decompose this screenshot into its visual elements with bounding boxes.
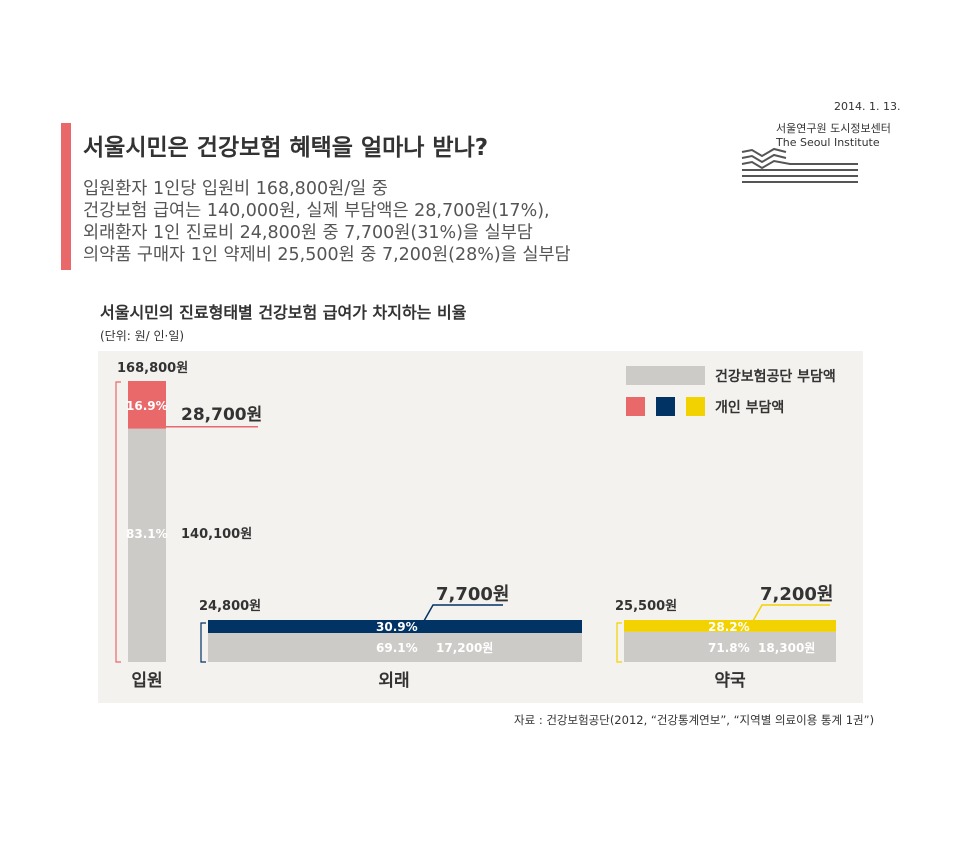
value-label-inpatient-insurance: 140,100원 <box>181 527 252 542</box>
date-label: 2014. 1. 13. <box>834 100 901 113</box>
category-label-outpatient: 외래 <box>378 671 409 691</box>
value-label-pharmacy-personal: 7,200원 <box>760 584 834 605</box>
summary-line: 건강보험 급여는 140,000원, 실제 부담액은 28,700원(17%), <box>83 201 550 221</box>
bracket-outpatient <box>200 622 206 663</box>
source-note: 자료 : 건강보험공단(2012, “건강통계연보”, “지역별 의료이용 통계… <box>514 713 875 727</box>
pct-label-pharmacy-insurance: 71.8% <box>708 641 750 655</box>
total-label-inpatient: 168,800원 <box>117 361 188 376</box>
value-label-inpatient-personal: 28,700원 <box>181 405 262 425</box>
bar-outpatient-personal <box>208 620 582 634</box>
legend-personal-swatch <box>626 397 645 416</box>
page-title: 서울시민은 건강보험 혜택을 얼마나 받나? <box>83 135 489 161</box>
summary-line: 입원환자 1인당 입원비 168,800원/일 중 <box>83 179 388 199</box>
legend-insurance-label: 건강보험공단 부담액 <box>715 368 836 385</box>
summary-text: 입원환자 1인당 입원비 168,800원/일 중 건강보험 급여는 140,0… <box>83 178 571 266</box>
pct-label-inpatient-personal: 16.9% <box>126 399 168 413</box>
seoul-institute-logo <box>741 147 858 183</box>
value-label-outpatient-personal: 7,700원 <box>436 584 510 605</box>
category-label-pharmacy: 약국 <box>714 670 746 691</box>
bar-inpatient-insurance <box>128 428 166 662</box>
pct-label-pharmacy-personal: 28.2% <box>708 620 750 634</box>
callout-line-outpatient <box>419 604 503 629</box>
bar-outpatient-insurance <box>208 633 582 662</box>
value-label-outpatient-insurance: 17,200원 <box>436 641 493 655</box>
pct-label-outpatient-personal: 30.9% <box>376 620 418 634</box>
summary-line: 외래환자 1인 진료비 24,800원 중 7,700원(31%)을 실부담 <box>83 223 533 243</box>
bar-inpatient-personal <box>128 381 166 429</box>
chart-title: 서울시민의 진료형태별 건강보험 급여가 차지하는 비율 <box>100 303 467 322</box>
total-label-outpatient: 24,800원 <box>199 599 261 614</box>
pct-label-inpatient-insurance: 83.1% <box>126 527 168 541</box>
legend-personal-label: 개인 부담액 <box>715 399 784 416</box>
bar-pharmacy-personal <box>624 620 836 632</box>
callout-line-pharmacy <box>748 604 830 629</box>
pct-label-outpatient-insurance: 69.1% <box>376 641 418 655</box>
unit-label: (단위: 원/ 인·일) <box>100 329 185 343</box>
legend-personal-swatch <box>686 397 705 416</box>
value-label-pharmacy-insurance: 18,300원 <box>758 641 815 655</box>
bracket-pharmacy <box>616 622 622 663</box>
legend-insurance-swatch <box>626 366 705 385</box>
summary-line: 의약품 구매자 1인 약제비 25,500원 중 7,200원(28%)을 실부… <box>83 245 571 265</box>
org-name: 서울연구원 도시정보센터 <box>776 122 891 135</box>
bracket-inpatient <box>115 381 121 663</box>
org-name-en: The Seoul Institute <box>776 136 880 149</box>
legend-personal-swatch <box>656 397 675 416</box>
total-label-pharmacy: 25,500원 <box>615 599 677 614</box>
category-label-inpatient: 입원 <box>131 671 162 691</box>
bar-pharmacy-insurance <box>624 631 836 662</box>
title-accent-bar <box>61 123 71 270</box>
